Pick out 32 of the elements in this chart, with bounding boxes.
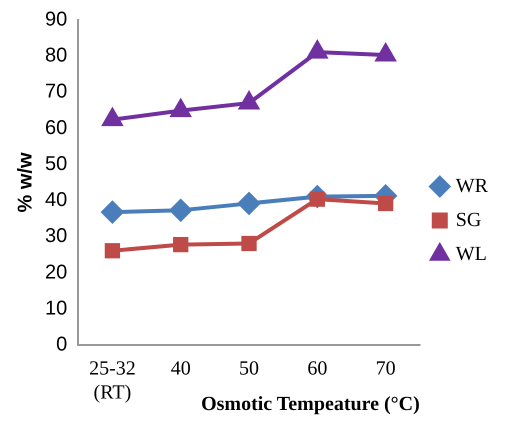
x-tick-label: 60: [307, 357, 328, 380]
legend-label: WL: [456, 242, 487, 265]
x-axis-title: Osmotic Tempeature (°C): [201, 393, 420, 416]
y-tick-label: 60: [44, 116, 68, 139]
point: [308, 41, 328, 59]
y-tick-label: 30: [44, 225, 68, 248]
legend-label: SG: [456, 208, 482, 231]
point: [101, 201, 124, 224]
point: [170, 100, 190, 118]
y-tick-label: 10: [44, 297, 68, 320]
point: [104, 243, 120, 258]
point: [170, 199, 192, 222]
y-tick-label: 20: [44, 261, 68, 284]
y-tick-label: 0: [56, 334, 68, 356]
x-tick-label: 70: [376, 357, 396, 380]
y-tick-label: 90: [44, 8, 68, 31]
point: [376, 44, 396, 62]
x-tick-label: 25-32 (RT): [89, 357, 136, 404]
point: [378, 196, 394, 212]
point: [239, 92, 259, 110]
legend-label: WR: [456, 174, 489, 197]
point: [102, 108, 122, 126]
point: [173, 236, 188, 252]
y-tick-label: 70: [44, 80, 68, 103]
x-tick-label: 40: [170, 357, 191, 380]
y-tick-label: 80: [44, 44, 68, 67]
x-tick-label: 50: [239, 357, 260, 380]
y-tick-label: 40: [44, 189, 68, 212]
point: [241, 236, 257, 252]
y-axis-title: % w/w: [14, 152, 37, 213]
point: [238, 192, 260, 214]
y-tick-label: 50: [44, 152, 68, 175]
